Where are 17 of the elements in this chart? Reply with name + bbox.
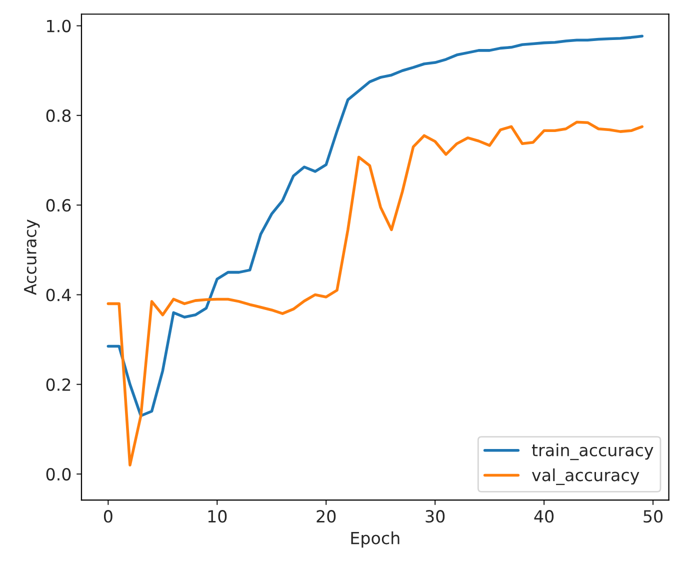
x-tick-label: 40 <box>534 510 554 523</box>
y-tick-label: 0.4 <box>46 288 71 302</box>
x-tick-label: 50 <box>644 510 663 523</box>
legend-label: train_accuracy <box>532 444 654 460</box>
x-tick-label: 10 <box>208 510 227 523</box>
y-tick-label: 1.0 <box>47 20 71 32</box>
y-axis-title: Accuracy <box>24 220 40 295</box>
legend-label: val_accuracy <box>532 468 640 486</box>
line-series <box>106 34 644 418</box>
y-tick-label: 0.0 <box>46 468 71 481</box>
x-tick-label: 20 <box>316 510 336 523</box>
y-tick-label: 0.2 <box>46 378 70 391</box>
y-tick-label: 0.8 <box>46 109 71 122</box>
y-tick-label: 0.6 <box>46 199 71 212</box>
x-axis-title: Epoch <box>351 531 400 548</box>
x-tick-label: 30 <box>426 510 445 523</box>
x-tick-label: 0 <box>104 510 112 523</box>
